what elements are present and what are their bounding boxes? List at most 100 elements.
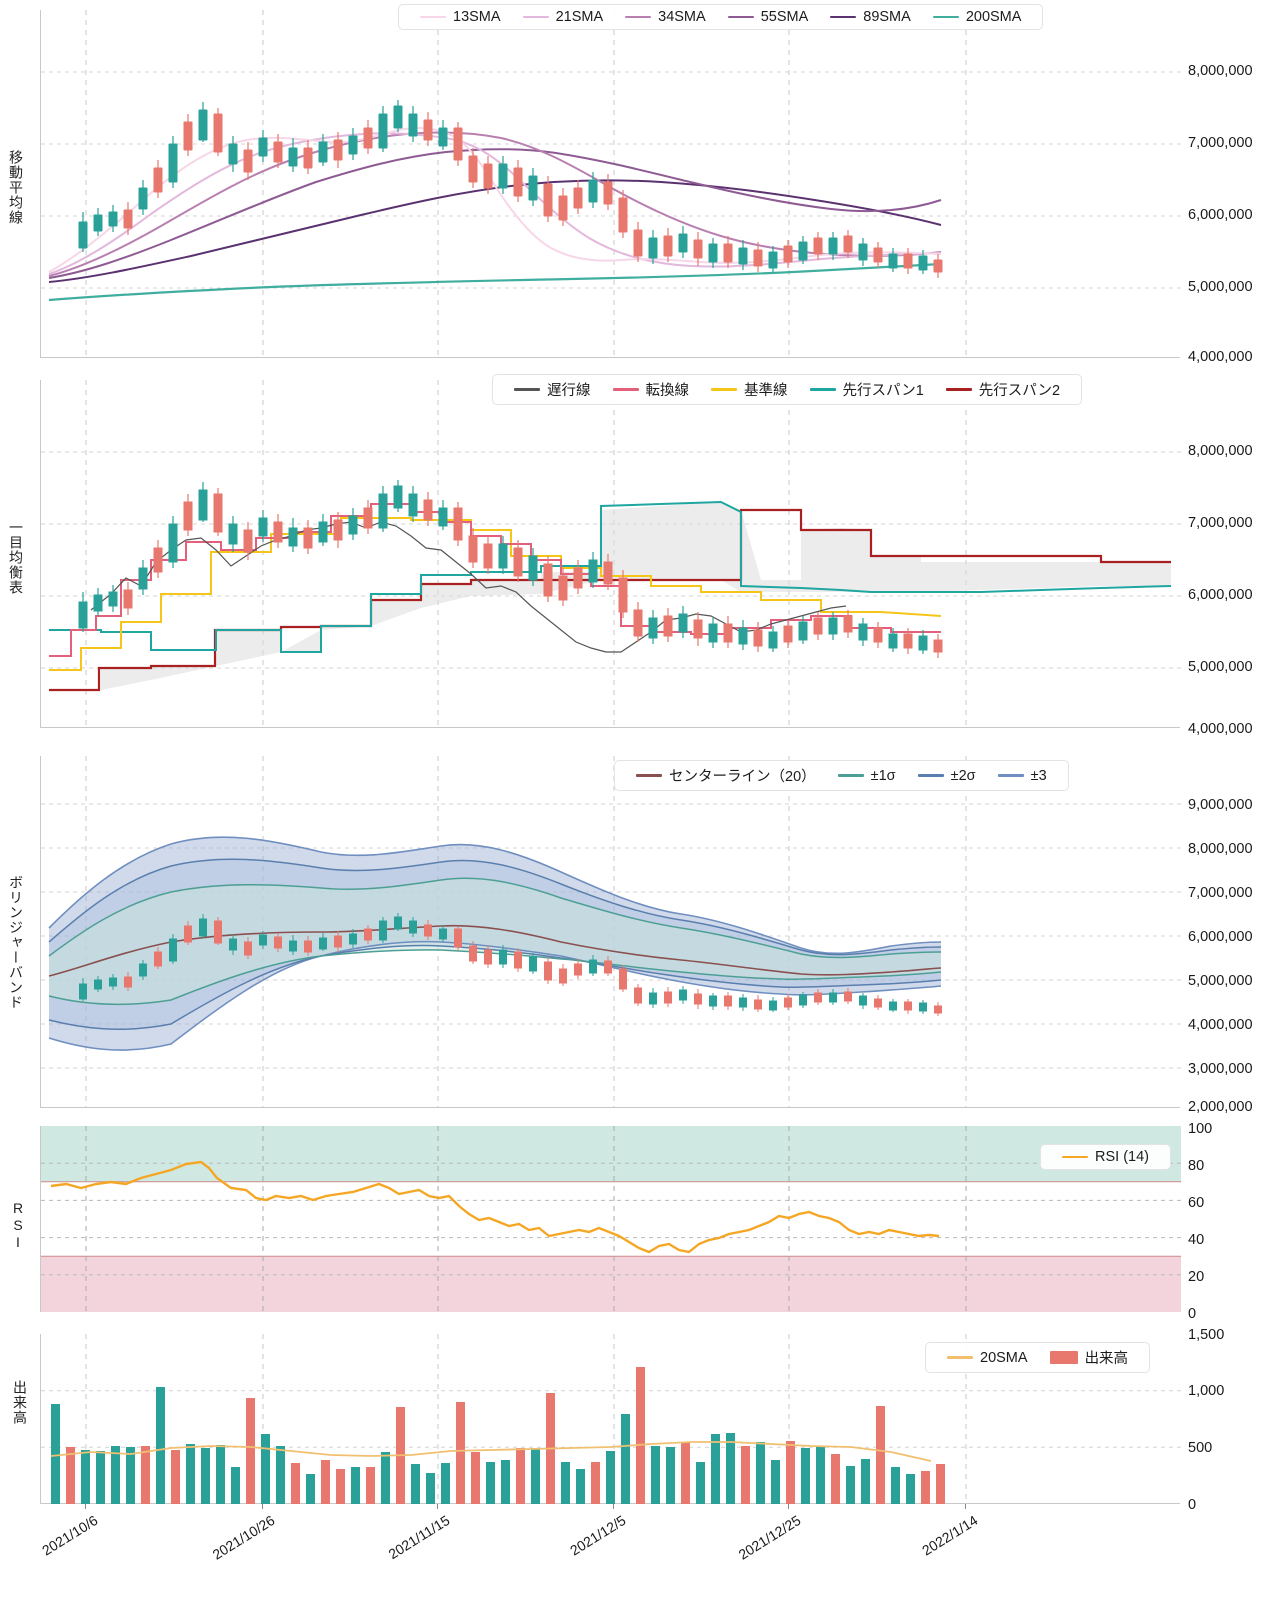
ytick-vol-0: 0 <box>1188 1497 1197 1513</box>
xtick-label-4: 2021/12/25 <box>735 1512 804 1563</box>
legend-swatch-center-line <box>636 774 662 777</box>
volume-svg <box>41 1334 1181 1504</box>
legend-item-3sigma[interactable]: ±3 <box>987 768 1058 784</box>
legend-label-center-line: センターライン（20） <box>669 769 816 785</box>
legend-item-kijun[interactable]: 基準線 <box>700 379 799 400</box>
ytick-ma-5m: 5,000,000 <box>1188 279 1253 295</box>
legend-label-89sma: 89SMA <box>863 9 911 25</box>
xtickmark-1 <box>262 1504 263 1509</box>
ytick-ma-8m: 8,000,000 <box>1188 63 1253 79</box>
legend-rsi: RSI (14) <box>1040 1144 1171 1170</box>
legend-item-senkou2[interactable]: 先行スパン2 <box>935 379 1071 400</box>
ytick-ma-6m: 6,000,000 <box>1188 207 1253 223</box>
legend-item-2sigma[interactable]: ±2σ <box>907 768 987 784</box>
xtick-label-2: 2021/11/15 <box>385 1512 453 1563</box>
xtickmark-5 <box>965 1504 966 1509</box>
ytick-ichimoku-6m: 6,000,000 <box>1188 587 1253 603</box>
ytick-rsi-60: 60 <box>1188 1195 1205 1211</box>
volume-sma-line <box>50 1441 932 1462</box>
legend-label-senkou2: 先行スパン2 <box>978 383 1061 399</box>
xtickmark-3 <box>613 1504 614 1509</box>
ytick-vol-500: 500 <box>1188 1440 1213 1456</box>
legend-item-volume-bars[interactable]: 出来高 <box>1039 1347 1140 1368</box>
plot-area-rsi <box>40 1126 1181 1312</box>
legend-item-200sma[interactable]: 200SMA <box>922 9 1033 25</box>
panel-label-moving-average: 移動平均線 <box>8 150 24 225</box>
ytick-ichimoku-8m: 8,000,000 <box>1188 443 1253 459</box>
legend-label-volume-bars: 出来高 <box>1084 1351 1129 1367</box>
ytick-bb-8m: 8,000,000 <box>1188 841 1253 857</box>
legend-swatch-kijun <box>711 388 737 391</box>
legend-swatch-volume-20sma <box>947 1356 973 1359</box>
legend-item-center-line[interactable]: センターライン（20） <box>625 765 827 786</box>
candles-moving-average <box>78 100 943 278</box>
ytick-ichimoku-7m: 7,000,000 <box>1188 515 1253 531</box>
legend-label-kijun: 基準線 <box>744 383 788 399</box>
panel-moving-average: 移動平均線 <box>0 0 1273 368</box>
xtickmark-4 <box>788 1504 789 1509</box>
ytick-ichimoku-5m: 5,000,000 <box>1188 659 1253 675</box>
ytick-ma-7m: 7,000,000 <box>1188 135 1253 151</box>
rsi-oversold-zone <box>41 1256 1181 1312</box>
legend-swatch-2sigma <box>917 774 944 777</box>
ytick-ma-4m: 4,000,000 <box>1188 349 1253 365</box>
ytick-bb-9m: 9,000,000 <box>1188 797 1253 813</box>
legend-item-89sma[interactable]: 89SMA <box>819 9 922 25</box>
panel-rsi: RSI <box>0 1121 1273 1321</box>
legend-swatch-rsi14 <box>1062 1155 1088 1159</box>
ytick-rsi-80: 80 <box>1188 1158 1205 1174</box>
plot-area-bollinger <box>40 756 1181 1108</box>
panel-label-ichimoku: 一目均衡表 <box>8 520 24 595</box>
ytick-bb-2m: 2,000,000 <box>1188 1099 1253 1115</box>
legend-item-volume-20sma[interactable]: 20SMA <box>936 1350 1039 1366</box>
ytick-bb-4m: 4,000,000 <box>1188 1017 1253 1033</box>
legend-label-rsi14: RSI (14) <box>1095 1149 1149 1165</box>
ytick-rsi-100: 100 <box>1188 1121 1213 1137</box>
legend-bollinger: センターライン（20） ±1σ ±2σ ±3 <box>614 760 1069 791</box>
legend-item-13sma[interactable]: 13SMA <box>409 9 512 25</box>
legend-item-chikou[interactable]: 遅行線 <box>503 379 602 400</box>
bollinger-svg <box>41 756 1181 1107</box>
plot-area-moving-average <box>40 10 1181 358</box>
legend-item-tenkan[interactable]: 転換線 <box>602 379 701 400</box>
rsi-overbought-zone <box>41 1126 1181 1182</box>
legend-swatch-chikou <box>514 388 540 391</box>
legend-label-13sma: 13SMA <box>453 9 501 25</box>
legend-item-senkou1[interactable]: 先行スパン1 <box>799 379 935 400</box>
legend-label-21sma: 21SMA <box>555 9 604 25</box>
ichimoku-svg <box>41 380 1181 727</box>
xtick-label-5: 2022/1/14 <box>919 1512 981 1559</box>
legend-swatch-3sigma <box>997 774 1024 777</box>
ytick-vol-1500: 1,500 <box>1188 1327 1225 1343</box>
xtick-label-0: 2021/10/6 <box>39 1512 101 1559</box>
legend-swatch-89sma <box>830 15 857 19</box>
legend-item-21sma[interactable]: 21SMA <box>512 9 615 25</box>
legend-swatch-13sma <box>420 15 446 19</box>
ytick-rsi-20: 20 <box>1188 1269 1205 1285</box>
legend-label-34sma: 34SMA <box>658 9 706 25</box>
legend-item-1sigma[interactable]: ±1σ <box>827 768 907 784</box>
ytick-bb-5m: 5,000,000 <box>1188 973 1253 989</box>
ytick-bb-3m: 3,000,000 <box>1188 1061 1253 1077</box>
legend-label-volume-20sma: 20SMA <box>980 1349 1028 1366</box>
legend-swatch-55sma <box>727 15 754 19</box>
legend-label-55sma: 55SMA <box>760 9 809 25</box>
legend-swatch-volume-bars <box>1049 1351 1078 1364</box>
panel-bollinger: ボリンジャーバンド <box>0 740 1273 1118</box>
legend-label-1sigma: ±1σ <box>870 767 896 784</box>
xtick-label-1: 2021/10/26 <box>209 1512 278 1563</box>
legend-swatch-senkou1 <box>809 388 836 391</box>
rsi-line <box>50 1160 940 1254</box>
ytick-rsi-0: 0 <box>1188 1306 1197 1322</box>
xtick-label-3: 2021/12/5 <box>567 1512 629 1559</box>
legend-swatch-34sma <box>625 15 652 19</box>
legend-label-2sigma: ±2σ <box>950 767 976 784</box>
ytick-rsi-40: 40 <box>1188 1232 1205 1248</box>
legend-item-55sma[interactable]: 55SMA <box>717 9 820 25</box>
legend-item-34sma[interactable]: 34SMA <box>614 9 717 25</box>
legend-swatch-1sigma <box>837 774 864 777</box>
legend-item-rsi14[interactable]: RSI (14) <box>1051 1149 1160 1165</box>
ytick-vol-1000: 1,000 <box>1188 1383 1225 1399</box>
legend-label-200sma: 200SMA <box>965 9 1022 25</box>
legend-volume: 20SMA 出来高 <box>925 1342 1151 1373</box>
